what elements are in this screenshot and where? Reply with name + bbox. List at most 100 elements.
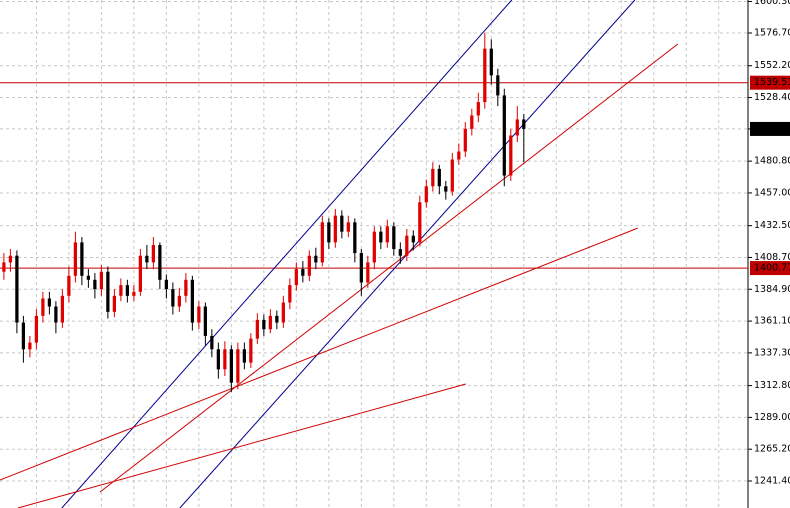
candle-body (249, 338, 253, 363)
y-tick-label: 1241.40 (754, 476, 790, 487)
candle-body (8, 255, 13, 263)
candle-body (184, 279, 188, 296)
candle-body (236, 349, 240, 383)
candle-body (327, 222, 331, 243)
candle-body (340, 215, 344, 232)
candle-body (275, 315, 279, 323)
candle-body (21, 322, 26, 350)
candle-body (47, 298, 52, 307)
candle-body (190, 279, 194, 323)
candle-body (405, 235, 409, 256)
candle-body (210, 335, 214, 350)
candle-body (476, 102, 480, 116)
candle-body (145, 255, 149, 263)
candle-body (34, 315, 39, 343)
candle-body (522, 119, 526, 129)
y-tick-label: 1528.40 (754, 92, 790, 103)
candle-body (392, 226, 396, 250)
candle-body (164, 279, 168, 290)
candle-body (301, 269, 305, 276)
candle-body (197, 306, 201, 323)
y-tick-label: 1576.70 (754, 28, 790, 39)
candle-body (255, 319, 259, 339)
y-tick-label: 1480.80 (754, 156, 790, 167)
price-label-box (750, 75, 790, 90)
candle-body (268, 315, 272, 330)
candle-body (86, 275, 91, 280)
trendline (0, 227, 638, 481)
candle-body (372, 231, 376, 263)
candle-body (60, 295, 65, 323)
y-tick-label: 1384.90 (754, 284, 790, 295)
candle-body (346, 222, 350, 232)
candle-body (509, 135, 513, 176)
candle-body (496, 75, 500, 96)
candle-body (470, 115, 474, 129)
y-tick-label: 1289.00 (754, 412, 790, 423)
candle-body (242, 349, 246, 363)
candle-body (158, 245, 162, 280)
candle-body (424, 186, 428, 203)
candle-body (223, 349, 227, 370)
candle-body (67, 275, 71, 296)
candle-body (411, 235, 415, 243)
candle-body (353, 222, 357, 254)
y-tick-label: 1361.10 (754, 316, 790, 327)
y-tick-label: 1457.00 (754, 187, 790, 198)
candle-body (73, 242, 78, 276)
candle-body (450, 159, 454, 192)
candle-body (138, 255, 142, 292)
candle-body (262, 319, 266, 330)
candle-body (483, 48, 487, 103)
candle-body (437, 168, 441, 187)
candle-body (171, 289, 175, 307)
candle-body (80, 242, 84, 276)
trendline (61, 0, 513, 508)
candle-body (106, 271, 110, 312)
candle-body (15, 255, 19, 323)
y-tick-label: 1600.30 (754, 0, 790, 7)
candle-body (54, 306, 58, 323)
candle-body (112, 295, 117, 312)
candle-body (229, 349, 233, 383)
candle-body (281, 302, 285, 323)
y-tick-label: 1432.50 (754, 220, 790, 231)
candle-body (489, 48, 493, 76)
candle-body (457, 151, 461, 160)
candle-body (320, 222, 324, 263)
candle-body (314, 255, 318, 263)
y-tick-label: 1337.30 (754, 347, 790, 358)
candle-body (502, 95, 506, 176)
candle-body (431, 168, 435, 187)
candle-body (398, 249, 402, 256)
candle-body (333, 215, 337, 243)
candle-body (177, 295, 181, 307)
candle-body (385, 226, 389, 243)
y-tick-label: 1504.90 (754, 123, 790, 134)
candle-body (288, 285, 292, 303)
candle-body (418, 202, 422, 243)
price-label-box (750, 261, 790, 276)
candle-body (366, 262, 370, 283)
y-tick-label: 1312.80 (754, 380, 790, 391)
candle-body (463, 128, 467, 152)
last-price-box (750, 121, 790, 136)
candle-body (294, 269, 298, 286)
candle-body (216, 349, 220, 370)
y-tick-label: 1552.20 (754, 60, 790, 71)
y-tick-label: 1265.20 (754, 444, 790, 455)
trendline (17, 383, 466, 508)
price-label: 1539.51 (754, 77, 790, 88)
candle-body (2, 262, 6, 272)
candle-body (99, 271, 104, 290)
candle-body (93, 279, 97, 290)
candle-body (41, 298, 45, 316)
candle-body (359, 253, 363, 283)
candle-body (125, 285, 129, 296)
candle-body (444, 186, 448, 192)
y-tick-label: 1408.70 (754, 252, 790, 263)
candle-body (203, 306, 207, 336)
candle-body (151, 245, 155, 263)
candle-body (379, 231, 383, 243)
